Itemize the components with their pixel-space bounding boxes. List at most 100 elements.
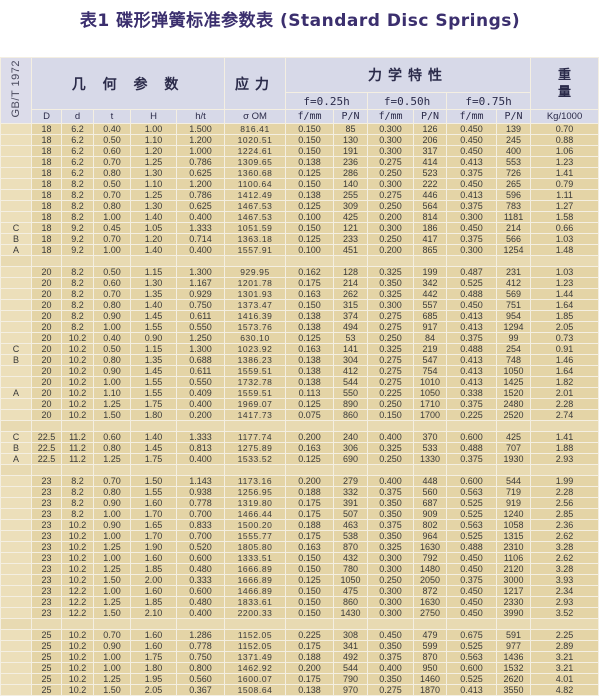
cell-p-025: 494 — [333, 321, 369, 333]
empty-cell — [0, 420, 32, 432]
cell-p-025: 475 — [333, 585, 369, 597]
cell-weight: 0.66 — [530, 222, 600, 234]
cell-d-inner: 10.2 — [61, 398, 94, 410]
cell-stress: 1559.51 — [224, 387, 287, 399]
cell-d-inner: 10.2 — [61, 563, 94, 575]
cell-d-outer: 18 — [31, 189, 62, 201]
cell-h-over-t: 0.400 — [175, 607, 226, 619]
cell-h-over-t: 0.480 — [175, 563, 226, 575]
cell-h-over-t: 0.400 — [175, 398, 226, 410]
cell-weight: 0.70 — [530, 123, 600, 135]
cell-p-025: 309 — [333, 200, 369, 212]
cell-thickness: 0.80 — [93, 200, 131, 212]
series-class-cell — [0, 673, 32, 685]
cell-stress: 1462.92 — [224, 662, 287, 674]
cell-f-050: 0.275 — [367, 684, 415, 696]
cell-p-025: 1050 — [333, 574, 369, 586]
cell-d-inner: 12.2 — [61, 596, 94, 608]
cell-weight: 2.85 — [530, 508, 600, 520]
table-row: 25 10.2 0.70 1.60 1.286 1152.05 0.225 308 0.450 4… — [0, 629, 600, 641]
cell-thickness: 1.25 — [93, 563, 131, 575]
cell-d-outer: 23 — [31, 486, 62, 498]
column-header-d-inner: d — [61, 109, 94, 124]
cell-height: 1.15 — [130, 266, 177, 278]
series-class-cell — [0, 508, 32, 520]
cell-d-inner: 10.2 — [61, 530, 94, 542]
cell-p-025: 860 — [333, 409, 369, 421]
cell-p-050: 917 — [413, 321, 448, 333]
table-row: 23 10.2 1.25 1.85 0.480 1666.89 0.150 780 0.300 1… — [0, 563, 600, 575]
cell-height: 0.90 — [130, 332, 177, 344]
cell-f-025: 0.138 — [285, 321, 335, 333]
column-header-p-075: P/N — [496, 109, 532, 124]
page-title: 表1 碟形弹簧标准参数表 (Standard Disc Springs) — [79, 11, 521, 31]
cell-h-over-t: 0.611 — [175, 365, 226, 377]
cell-p-075: 1532 — [496, 662, 532, 674]
cell-p-075: 569 — [496, 288, 532, 300]
cell-f-075: 0.488 — [446, 343, 498, 355]
empty-cell — [130, 618, 177, 630]
cell-stress: 1051.59 — [224, 222, 287, 234]
cell-p-075: 1058 — [496, 519, 532, 531]
cell-weight: 1.23 — [530, 156, 600, 168]
table-row: 18 6.2 0.50 1.10 1.200 1020.51 0.150 130 0.300 20… — [0, 134, 600, 146]
standard-header: GB/T 1972 — [0, 57, 32, 124]
cell-f-050: 0.400 — [367, 431, 415, 443]
series-class-cell — [0, 211, 32, 223]
table-row: 23 8.2 0.70 1.50 1.143 1173.16 0.200 279 0.400 44… — [0, 475, 600, 487]
cell-d-outer: 22.5 — [31, 431, 62, 443]
cell-d-inner: 10.2 — [61, 684, 94, 696]
cell-weight: 2.01 — [530, 387, 600, 399]
cell-f-025: 0.188 — [285, 486, 335, 498]
cell-h-over-t: 0.560 — [175, 673, 226, 685]
cell-stress: 1666.89 — [224, 574, 287, 586]
cell-d-outer: 25 — [31, 629, 62, 641]
cell-d-inner: 10.2 — [61, 651, 94, 663]
cell-p-075: 3990 — [496, 607, 532, 619]
cell-weight: 2.28 — [530, 398, 600, 410]
cell-f-075: 0.563 — [446, 519, 498, 531]
cell-h-over-t: 0.714 — [175, 233, 226, 245]
cell-thickness: 0.80 — [93, 167, 131, 179]
cell-p-075: 726 — [496, 167, 532, 179]
cell-p-025: 308 — [333, 629, 369, 641]
cell-stress: 1100.64 — [224, 178, 287, 190]
empty-cell — [61, 420, 94, 432]
table-row: 23 10.2 1.50 2.00 0.333 1666.89 0.125 1050 0.250… — [0, 574, 600, 586]
cell-d-outer: 23 — [31, 563, 62, 575]
cell-d-outer: 20 — [31, 299, 62, 311]
cell-height: 1.30 — [130, 277, 177, 289]
cell-d-outer: 18 — [31, 178, 62, 190]
cell-f-050: 0.275 — [367, 365, 415, 377]
cell-d-inner: 10.2 — [61, 365, 94, 377]
series-class-cell — [0, 310, 32, 322]
cell-f-025: 0.150 — [285, 607, 335, 619]
empty-cell — [31, 464, 62, 476]
cell-thickness: 1.00 — [93, 211, 131, 223]
cell-f-050: 0.325 — [367, 541, 415, 553]
cell-weight: 0.79 — [530, 178, 600, 190]
cell-p-075: 3550 — [496, 684, 532, 696]
cell-p-050: 414 — [413, 156, 448, 168]
series-class-cell — [0, 288, 32, 300]
cell-f-075: 0.413 — [446, 684, 498, 696]
cell-p-050: 792 — [413, 552, 448, 564]
cell-f-025: 0.175 — [285, 277, 335, 289]
series-class-cell — [0, 574, 32, 586]
cell-p-075: 1106 — [496, 552, 532, 564]
table-row: 18 8.2 0.70 1.25 0.786 1412.49 0.138 255 0.275 44… — [0, 189, 600, 201]
table-row: 23 10.2 1.00 1.70 0.700 1555.77 0.175 538 0.350 9… — [0, 530, 600, 542]
cell-f-075: 0.450 — [446, 134, 498, 146]
cell-d-inner: 8.2 — [61, 321, 94, 333]
cell-f-075: 0.225 — [446, 409, 498, 421]
cell-weight: 4.82 — [530, 684, 600, 696]
cell-f-075: 0.525 — [446, 640, 498, 652]
cell-p-075: 2520 — [496, 409, 532, 421]
cell-thickness: 0.80 — [93, 442, 131, 454]
cell-f-025: 0.175 — [285, 508, 335, 520]
cell-f-025: 0.138 — [285, 156, 335, 168]
empty-cell — [93, 618, 131, 630]
cell-p-025: 507 — [333, 508, 369, 520]
cell-d-outer: 18 — [31, 167, 62, 179]
column-header-height: H — [130, 109, 177, 124]
